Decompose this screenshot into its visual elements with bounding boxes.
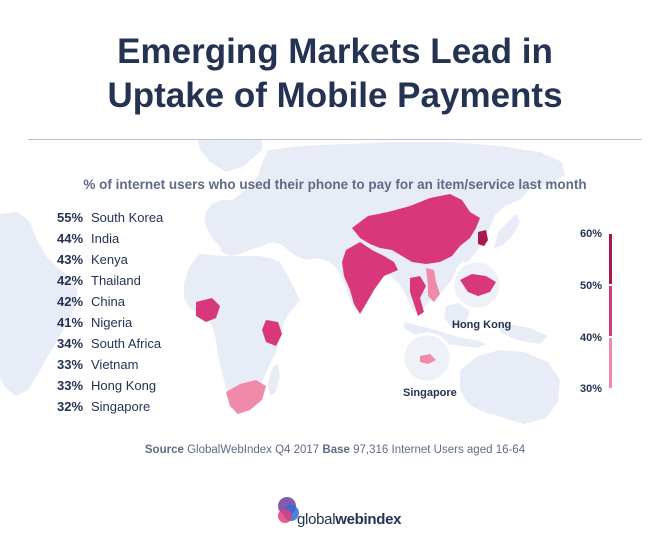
title-line-2: Uptake of Mobile Payments: [107, 76, 563, 115]
source-note: Source GlobalWebIndex Q4 2017 Base 97,31…: [0, 444, 670, 456]
region-south-africa: [226, 380, 266, 414]
stat-country: China: [91, 294, 125, 309]
stat-country: South Africa: [91, 336, 162, 351]
legend-label-60: 60%: [580, 228, 603, 240]
stat-country: Nigeria: [91, 315, 133, 330]
land-new-guinea: [498, 322, 548, 344]
land-indonesia: [404, 322, 486, 348]
base-label: Base: [322, 444, 350, 456]
stat-row: 55% South Korea: [57, 210, 163, 231]
hong-kong-callout-line: [455, 261, 465, 271]
land-japan: [494, 214, 520, 248]
stat-country: Hong Kong: [91, 378, 157, 393]
base-text: 97,316 Internet Users aged 16-64: [353, 444, 526, 456]
stat-row: 42% Thailand: [57, 273, 163, 294]
divider: [28, 139, 642, 140]
stat-row: 42% China: [57, 294, 163, 315]
title-line-1: Emerging Markets Lead in: [117, 32, 553, 71]
land-borneo: [444, 302, 470, 328]
stat-percent: 44%: [57, 231, 84, 246]
map-subtitle: % of internet users who used their phone…: [83, 177, 587, 192]
stat-country: Vietnam: [91, 357, 139, 372]
logo-wordmark: globalwebindex: [297, 511, 401, 528]
region-south-korea: [478, 230, 488, 246]
stat-row: 32% Singapore: [57, 399, 163, 420]
land-americas: [0, 212, 78, 396]
legend-label-30: 30%: [580, 383, 603, 395]
page-title: Emerging Markets Lead in Uptake of Mobil…: [0, 30, 670, 118]
legend-bar-mid: [609, 286, 612, 336]
region-india: [342, 242, 398, 314]
region-kenya: [262, 320, 282, 346]
logo-text-webindex: webindex: [335, 511, 402, 528]
stat-country: Thailand: [91, 273, 141, 288]
world-map: [0, 140, 565, 424]
logo-text-global: global: [297, 511, 336, 528]
legend-bar-low: [609, 338, 612, 388]
stat-row: 33% Vietnam: [57, 357, 163, 378]
stat-country: South Korea: [91, 210, 164, 225]
stat-row: 34% South Africa: [57, 336, 163, 357]
stat-percent: 34%: [57, 336, 84, 351]
stat-row: 33% Hong Kong: [57, 378, 163, 399]
hong-kong-label: Hong Kong: [452, 319, 512, 331]
land-australia: [460, 350, 560, 424]
legend-label-40: 40%: [580, 332, 603, 344]
stat-row: 44% India: [57, 231, 163, 252]
source-text: GlobalWebIndex Q4 2017: [187, 444, 320, 456]
stat-country: Singapore: [91, 399, 151, 414]
hong-kong-callout-region: [460, 274, 496, 296]
source-label: Source: [144, 444, 184, 456]
singapore-callout-region: [420, 354, 436, 364]
stat-percent: 32%: [57, 399, 84, 414]
stat-country: India: [91, 231, 120, 246]
singapore-label: Singapore: [403, 387, 457, 399]
stat-row: 43% Kenya: [57, 252, 163, 273]
region-china: [352, 194, 480, 264]
stat-percent: 33%: [57, 378, 84, 393]
land-madagascar: [268, 364, 280, 396]
legend-bar-high: [609, 234, 612, 284]
globalwebindex-logo-icon: [278, 497, 299, 523]
legend-label-50: 50%: [580, 280, 603, 292]
region-nigeria: [196, 298, 220, 322]
land-greenland: [198, 140, 262, 172]
stats-list: 55% South Korea 44% India 43% Kenya 42% Thai…: [57, 210, 163, 420]
region-thailand: [410, 276, 426, 316]
stat-row: 41% Nigeria: [57, 315, 163, 336]
stat-percent: 55%: [57, 210, 84, 225]
region-vietnam: [426, 268, 440, 302]
stat-percent: 33%: [57, 357, 84, 372]
stat-percent: 41%: [57, 315, 84, 330]
stat-country: Kenya: [91, 252, 128, 267]
stat-percent: 43%: [57, 252, 84, 267]
stat-percent: 42%: [57, 273, 84, 288]
stat-percent: 42%: [57, 294, 84, 309]
land-africa: [184, 254, 300, 414]
